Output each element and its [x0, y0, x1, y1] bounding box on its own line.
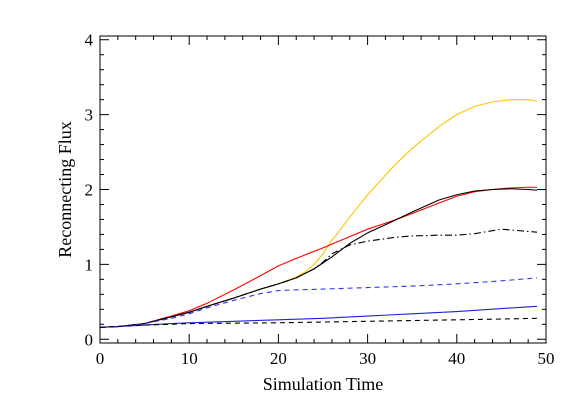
y-tick-label: 1 — [85, 255, 94, 274]
series-line-2 — [99, 186, 538, 328]
x-tick-label: 20 — [270, 349, 287, 368]
x-tick-label: 50 — [538, 349, 555, 368]
series-line-5 — [99, 277, 538, 328]
x-tick-label: 40 — [448, 349, 465, 368]
series-line-1 — [99, 99, 538, 328]
series-line-6 — [99, 305, 538, 328]
y-tick-label: 2 — [85, 181, 94, 200]
plot-frame — [99, 35, 547, 344]
x-tick-label: 10 — [181, 349, 198, 368]
series-line-4 — [99, 228, 538, 328]
series-layer — [99, 99, 538, 328]
y-tick-label: 3 — [85, 106, 94, 125]
y-axis-label: Reconnecting Flux — [55, 121, 75, 257]
x-tick-label: 30 — [359, 349, 376, 368]
y-tick-label: 4 — [85, 31, 94, 50]
x-tick-label: 0 — [96, 349, 105, 368]
x-axis-label: Simulation Time — [263, 374, 384, 394]
y-tick-label: 0 — [85, 330, 94, 349]
series-line-3 — [99, 188, 538, 328]
axis-ticks — [99, 36, 547, 343]
tick-labels: 0 10 20 30 40 50 0 1 2 3 4 — [85, 31, 555, 368]
